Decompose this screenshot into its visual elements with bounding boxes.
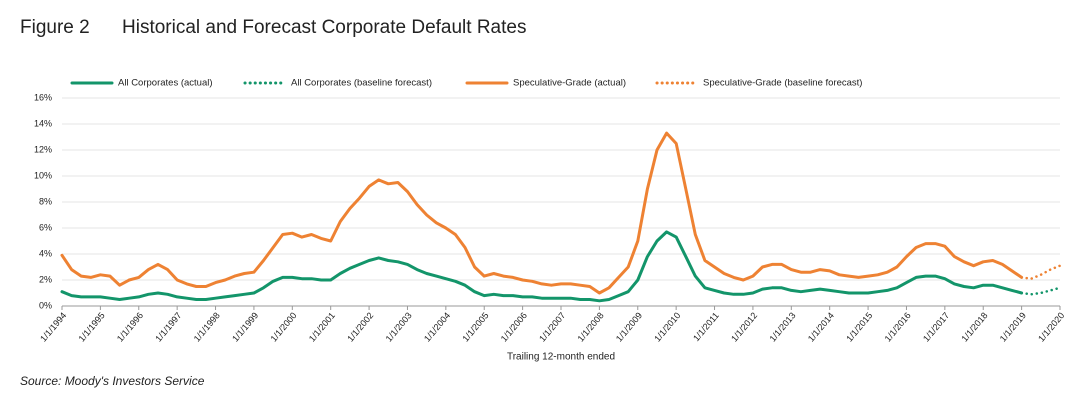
series-line <box>1020 264 1062 280</box>
y-tick-label: 10% <box>34 170 52 180</box>
x-tick-label: 1/1/2013 <box>767 310 797 343</box>
chart-title: Historical and Forecast Corporate Defaul… <box>122 17 526 38</box>
legend-label: Speculative-Grade (actual) <box>513 78 626 89</box>
x-tick-label: 1/1/2000 <box>268 310 298 343</box>
x-tick-label: 1/1/1998 <box>192 310 222 343</box>
x-tick-label: 1/1/2001 <box>307 310 337 343</box>
y-tick-label: 8% <box>39 196 52 206</box>
x-tick-label: 1/1/2004 <box>422 310 452 343</box>
x-tick-label: 1/1/2007 <box>537 310 567 343</box>
y-tick-label: 2% <box>39 274 52 284</box>
source-note: Source: Moody's Investors Service <box>20 374 205 388</box>
x-tick-label: 1/1/1996 <box>115 310 145 343</box>
legend-label: All Corporates (actual) <box>118 78 213 89</box>
y-tick-label: 14% <box>34 118 52 128</box>
x-tick-label: 1/1/1997 <box>153 310 183 343</box>
figure-label: Figure 2 <box>20 17 90 38</box>
x-tick-label: 1/1/2009 <box>614 310 644 343</box>
x-tick-label: 1/1/2017 <box>921 310 951 343</box>
x-tick-label: 1/1/2012 <box>729 310 759 343</box>
y-tick-label: 4% <box>39 248 52 258</box>
legend-label: Speculative-Grade (baseline forecast) <box>703 78 862 89</box>
x-tick-label: 1/1/1999 <box>230 310 260 343</box>
legend-label: All Corporates (baseline forecast) <box>291 78 432 89</box>
x-tick-label: 1/1/2015 <box>844 310 874 343</box>
y-tick-label: 6% <box>39 222 52 232</box>
y-tick-label: 0% <box>39 300 52 310</box>
x-tick-label: 1/1/2018 <box>959 310 989 343</box>
series-line <box>60 230 1024 303</box>
x-tick-label: 1/1/2014 <box>806 310 836 343</box>
x-tick-label: 1/1/2002 <box>345 310 375 343</box>
y-tick-label: 16% <box>34 92 52 102</box>
x-tick-label: 1/1/2005 <box>460 310 490 343</box>
x-tick-label: 1/1/2008 <box>576 310 606 343</box>
x-tick-label: 1/1/2003 <box>384 310 414 343</box>
x-tick-label: 1/1/2020 <box>1036 310 1066 343</box>
series-line <box>1020 286 1062 296</box>
x-axis-label: Trailing 12-month ended <box>507 352 615 363</box>
series-line <box>60 131 1024 295</box>
x-tick-label: 1/1/2010 <box>652 310 682 343</box>
y-tick-label: 12% <box>34 144 52 154</box>
x-tick-label: 1/1/2019 <box>998 310 1028 343</box>
x-tick-label: 1/1/2006 <box>499 310 529 343</box>
x-tick-label: 1/1/1994 <box>38 310 68 343</box>
x-tick-label: 1/1/2011 <box>691 310 721 343</box>
x-tick-label: 1/1/2016 <box>883 310 913 343</box>
x-tick-label: 1/1/1995 <box>77 310 107 343</box>
